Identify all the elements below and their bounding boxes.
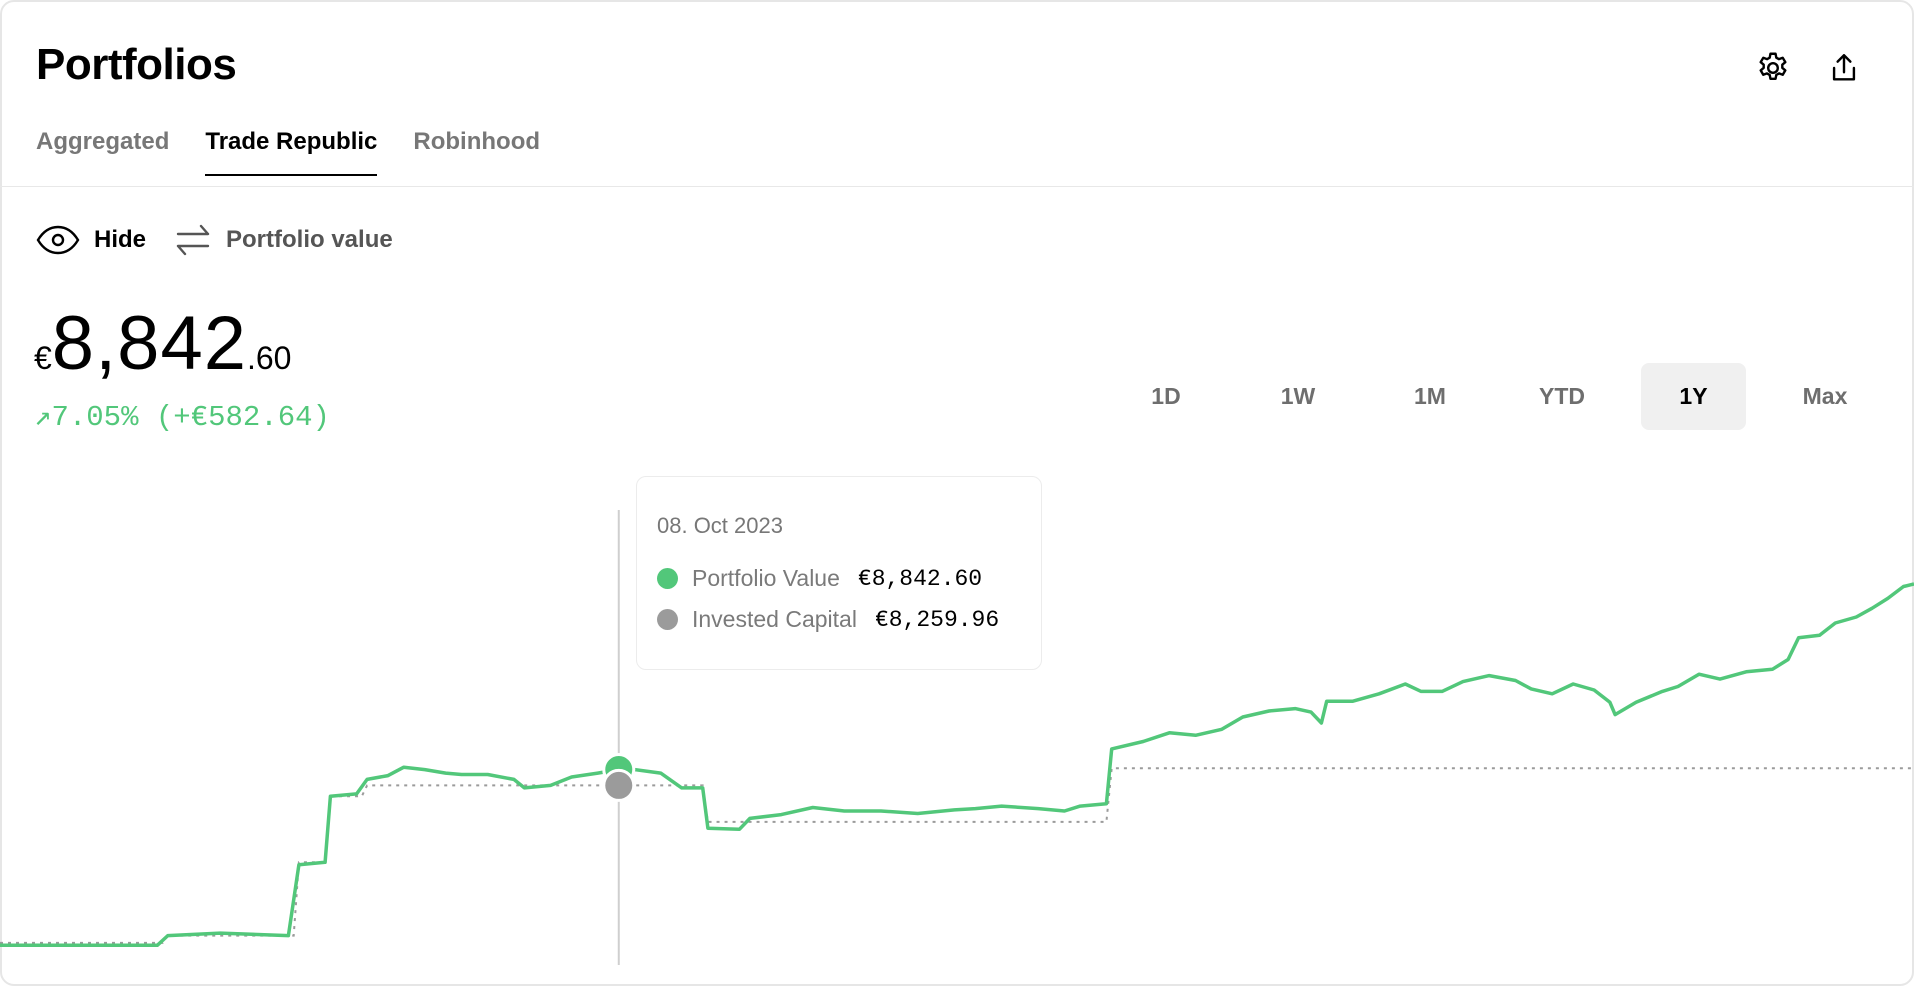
tooltip-date: 08. Oct 2023 (657, 513, 783, 538)
chart-tooltip: 08. Oct 2023 Portfolio Value €8,842.60 I… (636, 476, 1042, 670)
tooltip-value: €8,259.96 (874, 606, 1000, 633)
invested-legend-dot (657, 609, 678, 630)
range-ytd[interactable]: YTD (1539, 383, 1585, 409)
tooltip-label: Invested Capital (692, 606, 857, 632)
range-max[interactable]: Max (1802, 383, 1848, 409)
tab-robinhood[interactable]: Robinhood (413, 128, 541, 155)
trend-up-icon: ↗ (34, 401, 52, 434)
hide-label: Hide (94, 226, 147, 253)
settings-button[interactable] (1753, 48, 1793, 88)
range-1m[interactable]: 1M (1414, 383, 1446, 409)
change-text: 7.05% (+€582.64) (51, 401, 330, 434)
invested-hover-dot (602, 768, 636, 802)
tab-aggregated[interactable]: Aggregated (36, 128, 170, 155)
tooltip-row-portfolio: Portfolio Value €8,842.60 (657, 565, 1021, 592)
range-1w[interactable]: 1W (1280, 383, 1316, 409)
value-integer: 8,842 (51, 301, 247, 386)
portfolio-value-label: Portfolio value (226, 226, 393, 253)
portfolio-legend-dot (657, 568, 678, 589)
tooltip-label: Portfolio Value (692, 565, 840, 591)
portfolio-value-toggle[interactable]: Portfolio value (174, 222, 393, 258)
portfolio-chart[interactable] (0, 460, 1914, 986)
portfolio-value-line (0, 582, 1914, 948)
value-decimals: .60 (246, 340, 292, 376)
range-1d[interactable]: 1D (1151, 383, 1181, 409)
portfolio-total: €8,842.60 (34, 300, 291, 387)
view-toggles: Hide Portfolio value (36, 222, 407, 258)
range-1y[interactable]: 1Y (1641, 363, 1746, 430)
eye-icon (36, 225, 80, 255)
share-icon (1832, 54, 1856, 81)
share-button[interactable] (1824, 48, 1864, 88)
time-range-selector: 1D 1W 1M YTD 1Y Max (1100, 363, 1891, 430)
gear-icon (1759, 52, 1787, 80)
page-title: Portfolios (36, 40, 237, 89)
tooltip-row-invested: Invested Capital €8,259.96 (657, 606, 1021, 633)
tooltip-value: €8,842.60 (857, 565, 983, 592)
portfolio-tabs: Aggregated Trade Republic Robinhood (36, 128, 540, 176)
invested-capital-line (0, 767, 1914, 944)
tab-trade-republic[interactable]: Trade Republic (205, 128, 378, 176)
currency-symbol: € (34, 340, 52, 376)
performance-change: ↗7.05% (+€582.64) (34, 398, 330, 434)
tabs-divider (0, 186, 1914, 187)
swap-arrows-icon (176, 224, 210, 256)
hide-button[interactable]: Hide (36, 225, 146, 255)
